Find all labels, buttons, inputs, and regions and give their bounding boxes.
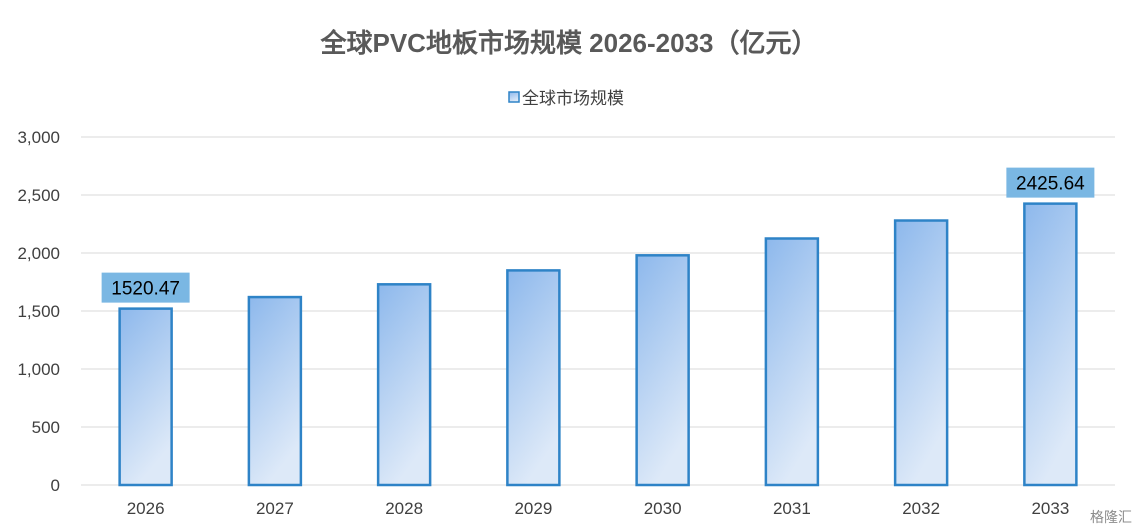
- y-tick-label: 500: [32, 418, 60, 437]
- data-label-box: [101, 272, 190, 303]
- data-labels: 1520.47 2425.64: [101, 167, 1095, 303]
- y-tick-label: 1,500: [17, 302, 60, 321]
- data-label-text: 2425.64: [1016, 174, 1085, 195]
- y-tick-label: 3,000: [17, 128, 60, 147]
- x-tick-label: 2031: [773, 499, 811, 518]
- gridlines: [81, 136, 1115, 486]
- data-label: 1520.47: [101, 272, 190, 303]
- bar-2031: [764, 237, 820, 487]
- x-axis: 2026 2027 2028 2029 2030 2031 2032 2033: [127, 499, 1070, 518]
- bar-2032: [893, 219, 949, 487]
- bar-2027: [247, 295, 303, 487]
- y-tick-label: 2,500: [17, 186, 60, 205]
- bar-2028: [376, 283, 432, 487]
- bar-2029: [506, 269, 561, 487]
- x-tick-label: 2028: [385, 499, 423, 518]
- legend-label: 全球市场规模: [522, 89, 624, 108]
- data-label-text: 1520.47: [111, 279, 180, 300]
- chart-title: 全球PVC地板市场规模 2026-2033（亿元）: [319, 28, 817, 58]
- y-tick-label: 0: [51, 476, 60, 495]
- bar-2026: [118, 307, 173, 487]
- y-axis: 0 500 1,000 1,500 2,000 2,500 3,000: [17, 128, 60, 495]
- watermark: 格隆汇: [1090, 509, 1132, 525]
- x-tick-label: 2027: [256, 499, 294, 518]
- x-tick-label: 2033: [1031, 499, 1069, 518]
- bar-2033: [1023, 202, 1078, 487]
- bars: [118, 202, 1078, 487]
- x-tick-label: 2026: [127, 499, 165, 518]
- y-tick-label: 2,000: [17, 244, 60, 263]
- legend-swatch: [508, 91, 520, 103]
- legend: 全球市场规模: [508, 89, 624, 108]
- x-tick-label: 2029: [514, 499, 552, 518]
- data-label: 2425.64: [1006, 167, 1095, 198]
- data-label-box: [1006, 167, 1095, 198]
- y-tick-label: 1,000: [17, 360, 60, 379]
- bar-2030: [635, 254, 690, 487]
- x-tick-label: 2030: [644, 499, 682, 518]
- x-tick-label: 2032: [902, 499, 940, 518]
